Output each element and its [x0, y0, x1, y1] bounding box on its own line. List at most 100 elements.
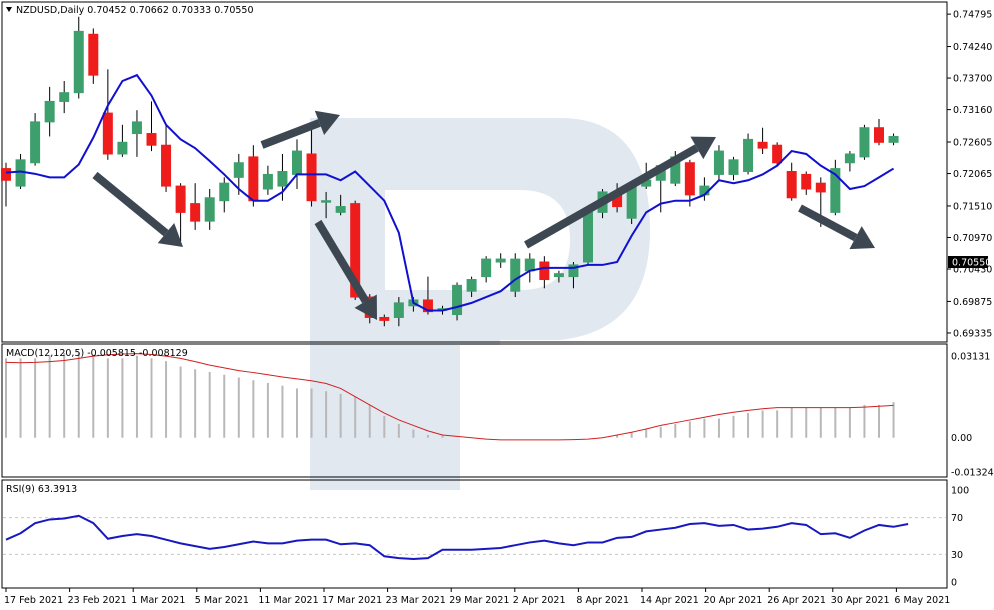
trend-arrow-shaft [314, 219, 370, 304]
bear-candle [786, 171, 797, 199]
bull-candle [335, 206, 346, 213]
bull-candle [481, 258, 492, 278]
x-tick-label: 23 Mar 2021 [386, 595, 446, 606]
bull-candle [59, 92, 70, 102]
x-tick-label: 2 Apr 2021 [513, 595, 566, 606]
bear-candle [539, 261, 550, 281]
price-y-tick-label: 0.74240 [953, 42, 992, 53]
trend-arrow-head [354, 294, 377, 320]
bull-candle [117, 141, 128, 155]
bull-candle [495, 258, 506, 263]
current-price-label: 0.70550 [952, 258, 991, 269]
bull-candle [277, 171, 288, 187]
x-tick-label: 26 Apr 2021 [767, 595, 826, 606]
price-y-tick-label: 0.72065 [953, 169, 992, 180]
x-tick-label: 17 Feb 2021 [4, 595, 63, 606]
rsi-y-tick-label: 70 [951, 513, 963, 524]
price-y-tick-label: 0.74795 [953, 10, 992, 21]
bull-candle [553, 273, 564, 278]
bull-candle [321, 200, 332, 203]
bull-candle [30, 121, 41, 164]
price-y-tick-label: 0.70970 [953, 233, 992, 244]
x-tick-label: 23 Feb 2021 [68, 595, 127, 606]
bull-candle [219, 182, 230, 202]
trend-arrow-head [690, 136, 716, 160]
trend-arrow-shaft [798, 204, 858, 242]
bear-candle [161, 144, 172, 187]
bear-candle [379, 316, 390, 321]
bull-candle [262, 173, 273, 190]
bull-candle [452, 284, 463, 316]
bear-candle [815, 182, 826, 193]
macd-y-tick-label: -0.01324 [951, 468, 994, 479]
bear-candle [684, 162, 695, 196]
x-tick-label: 20 Apr 2021 [704, 595, 763, 606]
bear-candle [772, 144, 783, 164]
macd-y-tick-label: 0.03131 [951, 352, 990, 363]
bull-candle [524, 258, 535, 272]
price-y-tick-label: 0.70430 [953, 265, 992, 276]
rsi-panel-frame [1, 479, 948, 589]
rsi-panel-header: RSI(9) 63.3913 [6, 484, 77, 495]
bull-candle [466, 279, 477, 292]
x-tick-label: 29 Mar 2021 [449, 595, 509, 606]
rsi-line [5, 514, 909, 561]
trend-arrow-shaft [92, 171, 169, 237]
bull-candle [568, 264, 579, 278]
bear-candle [757, 141, 768, 149]
macd-y-tick-label: 0.00 [951, 433, 972, 444]
price-y-tick-label: 0.69875 [953, 297, 992, 308]
dropdown-triangle-icon[interactable] [6, 7, 12, 12]
bear-candle [175, 185, 186, 213]
price-y-tick-label: 0.71510 [953, 201, 992, 212]
x-tick-label: 1 Mar 2021 [131, 595, 185, 606]
trend-arrow-head [314, 110, 340, 136]
price-panel-header: NZDUSD,Daily 0.70452 0.70662 0.70333 0.7… [16, 5, 254, 16]
bull-candle [888, 135, 899, 143]
bear-candle [88, 33, 99, 76]
price-y-tick-label: 0.73700 [953, 74, 992, 85]
x-tick-label: 5 Mar 2021 [195, 595, 249, 606]
bull-candle [728, 159, 739, 175]
bull-candle [204, 197, 215, 222]
bear-candle [422, 299, 433, 313]
bull-candle [583, 211, 593, 263]
bull-candle [743, 138, 754, 172]
bear-candle [190, 203, 201, 222]
trend-arrow-head [849, 226, 875, 250]
rsi-y-tick-label: 100 [951, 486, 969, 497]
x-tick-label: 6 May 2021 [894, 595, 950, 606]
rsi-y-tick-label: 30 [951, 550, 963, 561]
x-tick-label: 30 Apr 2021 [831, 595, 890, 606]
bull-candle [844, 153, 855, 164]
rsi-y-tick-label: 0 [951, 578, 957, 589]
price-y-tick-label: 0.69335 [953, 328, 992, 339]
x-tick-label: 17 Mar 2021 [322, 595, 382, 606]
x-tick-label: 14 Apr 2021 [640, 595, 699, 606]
bear-candle [350, 203, 361, 298]
bull-candle [859, 127, 870, 158]
bear-candle [1, 168, 11, 181]
macd-signal-line [5, 353, 894, 441]
bull-candle [44, 100, 55, 123]
bull-candle [830, 168, 841, 213]
bull-candle [233, 162, 244, 178]
bull-candle [510, 258, 521, 292]
bear-candle [801, 173, 812, 190]
bull-candle [713, 150, 724, 175]
bear-candle [248, 156, 259, 202]
trend-arrow-shaft [260, 119, 321, 149]
bull-candle [73, 30, 84, 94]
bear-candle [102, 112, 113, 155]
macd-panel-frame [1, 343, 948, 478]
bull-candle [292, 150, 302, 175]
bear-candle [874, 127, 884, 143]
x-tick-label: 8 Apr 2021 [576, 595, 629, 606]
bull-candle [131, 121, 142, 135]
current-price-tag [948, 256, 988, 269]
x-tick-label: 11 Mar 2021 [258, 595, 318, 606]
moving-average-line [5, 73, 895, 312]
price-y-tick-label: 0.73160 [953, 105, 992, 116]
trend-arrow-head [157, 223, 183, 247]
